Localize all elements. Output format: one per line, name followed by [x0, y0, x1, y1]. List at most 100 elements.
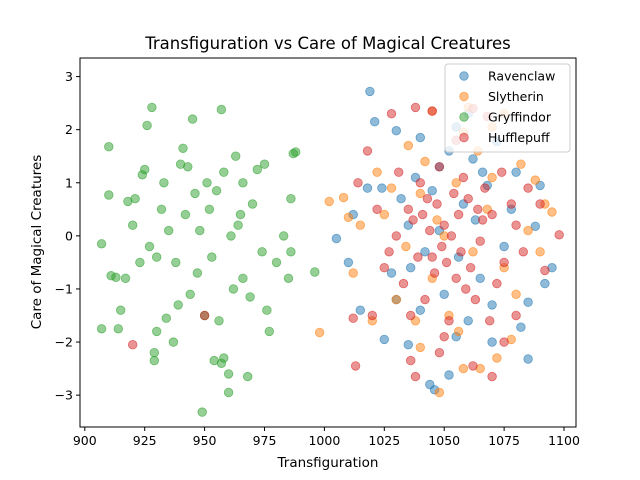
data-point [458, 172, 469, 183]
data-point [252, 164, 262, 175]
data-point [257, 247, 267, 257]
data-point [362, 146, 373, 156]
data-point [386, 108, 397, 119]
data-point [480, 183, 490, 193]
data-point [477, 167, 488, 177]
data-point [104, 190, 114, 200]
data-point [379, 334, 390, 345]
data-point [516, 159, 526, 169]
legend-marker [459, 91, 469, 102]
data-point [444, 316, 454, 326]
data-point [461, 284, 471, 294]
data-point [159, 178, 169, 188]
data-point [518, 247, 529, 257]
data-point [408, 215, 418, 225]
y-axis-label: Care of Magical Creatures [29, 155, 45, 330]
data-point [406, 263, 416, 273]
data-point [238, 273, 248, 284]
data-point [343, 257, 354, 268]
data-point [226, 231, 236, 241]
data-point [370, 116, 380, 127]
data-point [487, 337, 497, 347]
data-point [403, 204, 414, 215]
data-point [245, 292, 255, 302]
data-point [463, 316, 473, 326]
data-point [310, 267, 320, 277]
data-point [130, 193, 140, 204]
data-point [473, 204, 483, 215]
x-tick-label: 1025 [368, 433, 400, 448]
data-point [372, 167, 382, 177]
data-point [235, 209, 246, 220]
data-point [386, 268, 397, 278]
data-point [523, 297, 533, 307]
data-point [127, 340, 138, 350]
data-point [417, 209, 428, 220]
data-point [271, 257, 282, 268]
data-point [487, 209, 497, 220]
data-point [195, 225, 205, 236]
data-point [427, 185, 437, 196]
data-point [427, 106, 437, 116]
x-tick-label: 1000 [308, 433, 340, 448]
data-point [468, 247, 478, 257]
data-point [355, 220, 366, 230]
data-point [439, 289, 449, 300]
data-point [451, 178, 461, 188]
data-point [283, 273, 294, 284]
data-point [238, 178, 248, 188]
data-point [156, 204, 167, 215]
data-point [348, 268, 358, 278]
data-point [314, 327, 325, 338]
data-point [147, 102, 157, 113]
data-point [96, 324, 107, 334]
legend-marker [459, 112, 469, 122]
legend-box [444, 63, 571, 153]
data-point [492, 278, 502, 289]
data-point [492, 353, 502, 363]
data-point [422, 193, 433, 204]
data-points [96, 86, 564, 417]
data-point [394, 167, 404, 177]
y-tick-label: 1 [65, 175, 73, 190]
data-point [286, 247, 296, 257]
data-point [468, 361, 478, 371]
axes: 900 925 950 975 1000 1025 1050 1075 1100 −3 −2 −1 0 1… [55, 69, 580, 448]
data-point [506, 199, 517, 209]
data-point [171, 257, 181, 268]
x-tick-label: 925 [133, 433, 157, 448]
y-tick-label: −3 [55, 388, 73, 403]
data-point [540, 265, 550, 276]
data-point [233, 220, 243, 230]
data-point [223, 369, 234, 379]
data-point [139, 164, 150, 175]
data-point [262, 305, 272, 315]
data-point [264, 326, 275, 337]
data-point [439, 220, 449, 230]
data-point [279, 231, 289, 241]
data-point [348, 313, 358, 323]
data-point [391, 125, 402, 136]
data-point [499, 257, 509, 268]
data-point [286, 193, 296, 204]
data-point [367, 310, 378, 321]
data-point [434, 387, 445, 398]
x-tick-label: 1075 [488, 433, 520, 448]
data-point [511, 310, 521, 321]
data-point [449, 188, 459, 199]
legend-label: Gryffindor [488, 110, 552, 125]
data-point [343, 212, 354, 223]
data-point [415, 342, 426, 353]
data-point [127, 220, 138, 230]
data-point [415, 132, 426, 143]
data-point [453, 326, 464, 337]
data-point [456, 247, 466, 257]
data-point [475, 236, 485, 246]
data-point [163, 225, 174, 236]
data-point [425, 225, 435, 236]
data-point [415, 188, 426, 199]
data-point [485, 316, 495, 326]
data-point [207, 252, 217, 262]
data-point [151, 252, 162, 262]
data-point [96, 239, 107, 249]
